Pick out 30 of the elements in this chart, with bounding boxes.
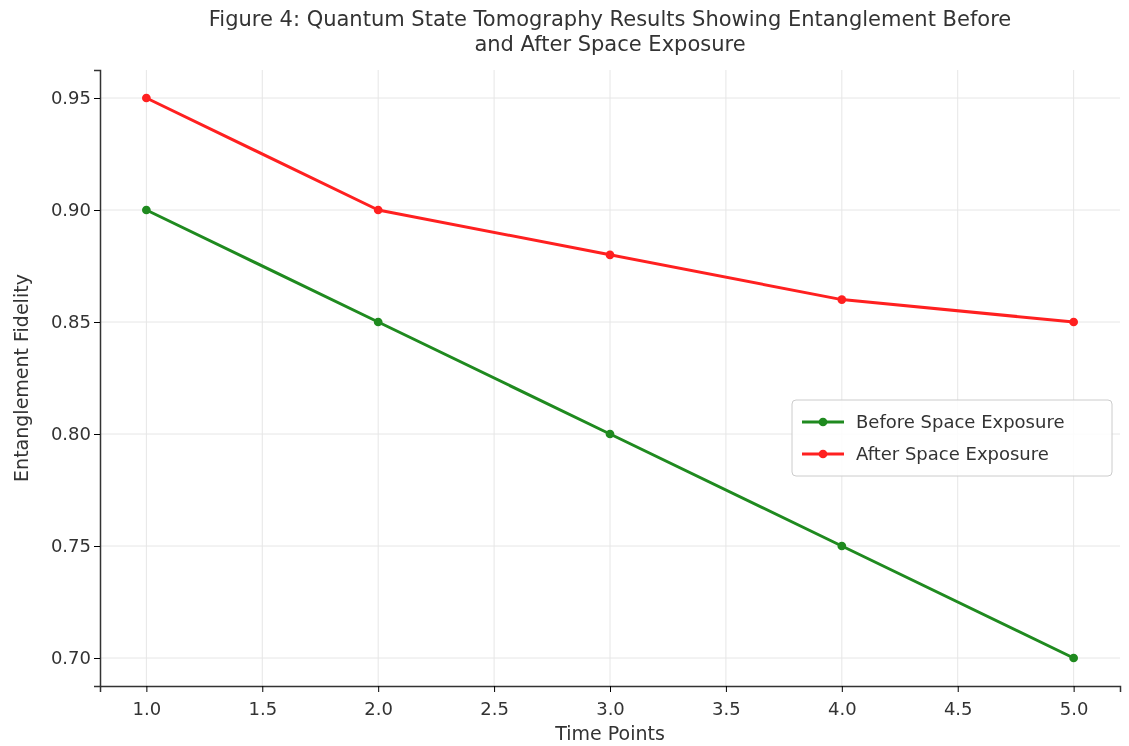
point [373,205,383,215]
legend-label: Before Space Exposure [856,411,1065,432]
point [1069,653,1079,663]
x-tick-label: 1.5 [248,697,278,719]
y-axis-title: Entanglement Fidelity [10,274,32,482]
y-tick-label: 0.85 [50,311,91,333]
point [141,93,151,103]
x-tick-label: 5.0 [1059,697,1089,719]
chart-title: Figure 4: Quantum State Tomography Results Showing Entanglement Before and After Space Exposure [208,7,1012,56]
y-tick-label: 0.95 [50,87,91,109]
point [605,250,615,260]
legend-label: After Space Exposure [856,443,1049,464]
x-tick-label: 4.0 [828,697,857,719]
x-tick-label: 1.0 [132,697,162,719]
x-tick-label: 4.5 [943,697,973,719]
point [837,295,847,304]
point [141,205,151,215]
point [1069,317,1079,327]
x-tick-label: 3.5 [712,697,741,719]
x-tick-label: 2.0 [364,697,393,719]
point [373,317,383,327]
y-tick-label: 0.90 [50,199,91,221]
point [605,429,615,439]
x-tick-label: 2.5 [480,697,509,719]
point [837,541,847,551]
y-tick-label: 0.70 [50,647,91,669]
x-axis-title: Time Points [554,722,665,744]
y-tick-label: 0.75 [50,535,91,557]
y-tick-label: 0.80 [50,423,91,445]
x-tick-label: 3.0 [596,697,625,719]
